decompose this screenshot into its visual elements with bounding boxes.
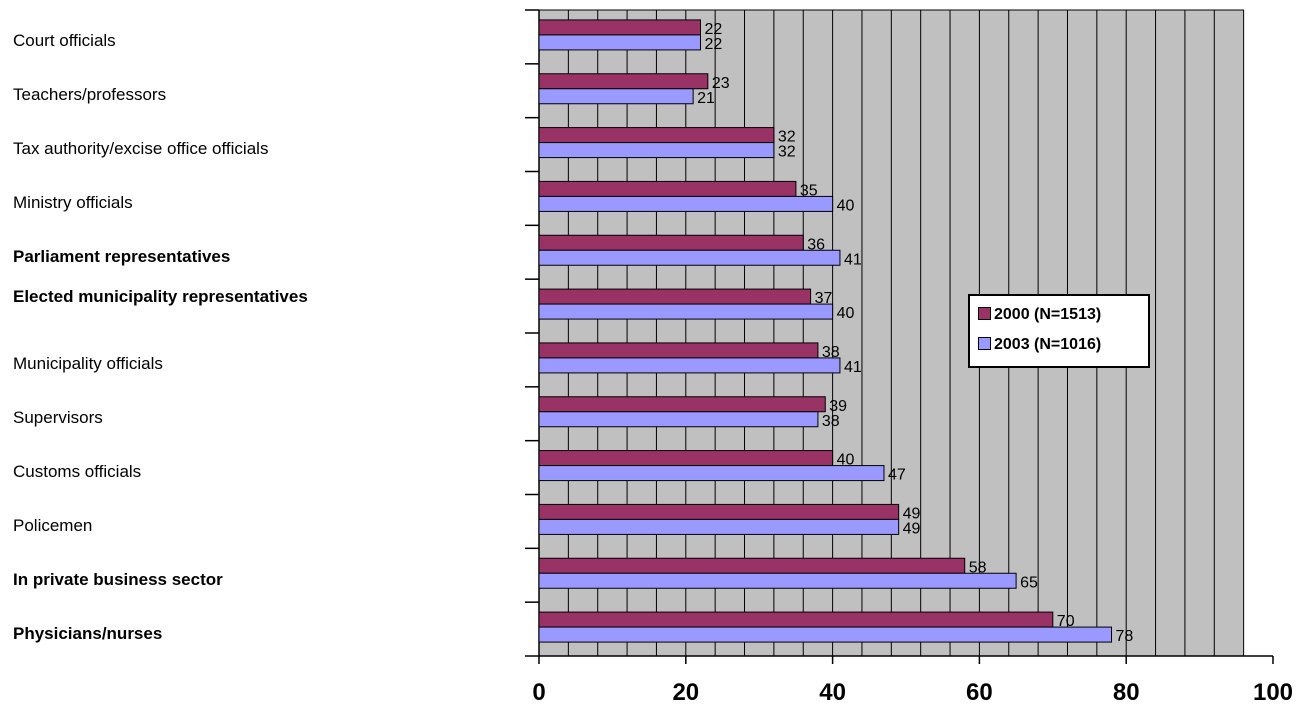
bar-series-1 [538, 396, 826, 413]
data-label-series-1: 36 [807, 236, 825, 253]
bar-series-1 [538, 450, 834, 467]
x-tick-label: 60 [966, 679, 993, 706]
x-tick-label: 100 [1253, 679, 1293, 706]
x-tick-label: 20 [672, 679, 699, 706]
bar-series-1 [538, 288, 812, 305]
data-label-series-2: 40 [837, 305, 855, 322]
data-label-series-1: 58 [969, 559, 987, 576]
data-label-series-2: 49 [903, 520, 921, 537]
data-label-series-2: 65 [1020, 574, 1038, 591]
bar-series-1 [538, 503, 900, 520]
data-label-series-1: 49 [903, 505, 921, 522]
data-label-series-1: 32 [778, 129, 796, 146]
bar-series-2 [538, 626, 1113, 643]
legend-swatch-series-1 [978, 307, 991, 321]
bar-series-2 [538, 357, 841, 374]
x-tick-label: 80 [1113, 679, 1140, 706]
category-label: Elected municipality representatives [13, 287, 308, 307]
data-label-series-1: 38 [822, 344, 840, 361]
data-label-series-2: 40 [837, 197, 855, 214]
category-label: Tax authority/excise office officials [13, 139, 269, 159]
data-label-series-2: 47 [888, 467, 906, 484]
legend-item-series-2: 2003 (N=1016) [978, 335, 1101, 355]
category-label: Parliament representatives [13, 246, 231, 266]
x-tick-label: 40 [819, 679, 846, 706]
category-label: Physicians/nurses [13, 623, 163, 643]
bar-series-2 [538, 572, 1017, 589]
bar-series-2 [538, 88, 694, 105]
bar-series-1 [538, 180, 797, 197]
bar-series-2 [538, 195, 834, 212]
category-label: Policemen [13, 515, 93, 535]
legend: 2000 (N=1513) 2003 (N=1016) [968, 294, 1150, 368]
category-label: Ministry officials [13, 192, 133, 212]
category-label: In private business sector [13, 569, 223, 589]
bar-series-2 [538, 411, 819, 428]
data-label-series-1: 40 [837, 452, 855, 469]
data-label-series-2: 78 [1116, 628, 1134, 645]
bar-series-1 [538, 611, 1054, 628]
category-label: Supervisors [13, 408, 103, 428]
bar-series-2 [538, 142, 775, 159]
bar-series-1 [538, 73, 709, 90]
bar-series-1 [538, 127, 775, 144]
data-label-series-1: 70 [1057, 613, 1075, 630]
legend-swatch-series-2 [978, 337, 991, 351]
data-label-series-1: 22 [704, 21, 722, 38]
bar-series-2 [538, 34, 701, 51]
data-label-series-2: 41 [844, 359, 862, 376]
data-label-series-1: 39 [829, 398, 847, 415]
bar-series-1 [538, 557, 966, 574]
data-label-series-1: 37 [815, 290, 833, 307]
data-label-series-2: 38 [822, 413, 840, 430]
data-label-series-2: 32 [778, 144, 796, 161]
bar-series-2 [538, 249, 841, 266]
data-label-series-1: 23 [712, 75, 730, 92]
bar-series-1 [538, 234, 804, 251]
bar-series-1 [538, 19, 701, 36]
bar-series-2 [538, 465, 885, 482]
data-label-series-1: 35 [800, 182, 818, 199]
category-label: Court officials [13, 31, 116, 51]
bar-series-2 [538, 303, 834, 320]
data-label-series-2: 41 [844, 251, 862, 268]
legend-label-series-2: 2003 (N=1016) [994, 336, 1102, 353]
x-tick-label: 0 [532, 679, 545, 706]
legend-item-series-1: 2000 (N=1513) [978, 305, 1101, 325]
category-label: Municipality officials [13, 354, 163, 374]
legend-label-series-1: 2000 (N=1513) [994, 306, 1102, 323]
bar-series-2 [538, 518, 900, 535]
data-label-series-2: 21 [697, 90, 715, 107]
category-label: Customs officials [13, 462, 142, 482]
bar-series-1 [538, 342, 819, 359]
category-label: Teachers/professors [13, 85, 167, 105]
data-label-series-2: 22 [704, 36, 722, 53]
